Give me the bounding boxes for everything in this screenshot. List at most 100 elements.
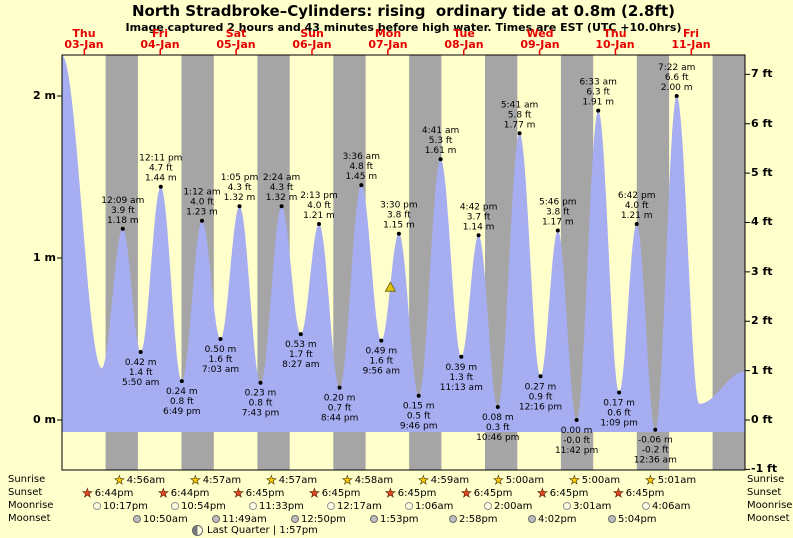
high-tide-annotation: 12:11 pm 4.7 ft 1.44 m [139,154,182,184]
sunset-star-icon: ★ [537,486,548,500]
moonset-entry: 1:53pm [370,513,419,525]
sunrise-entry: ★ 5:00am [569,474,621,487]
sunset-row-label-right: Sunset [747,487,782,498]
tide-extreme-dot [476,233,481,238]
high-tide-annotation: 6:33 am 6.3 ft 1.91 m [580,78,617,108]
day-label: Tue 08-Jan [444,27,484,51]
astro-time: 6:45pm [625,487,665,499]
astro-time: 5:00am [505,474,545,486]
low-tide-annotation: 0.20 m 0.7 ft 8:44 pm [321,394,359,424]
astro-time: 4:56am [126,474,166,486]
astro-time: 6:45pm [321,487,361,499]
sunset-star-icon: ★ [385,486,396,500]
moonset-row-label-left: Moonset [8,513,51,524]
moonset-circle-icon [133,515,141,523]
moonset-circle-icon [212,515,220,523]
high-tide-annotation: 6:42 pm 4.0 ft 1.21 m [618,191,656,221]
high-tide-annotation: 4:41 am 5.3 ft 1.61 m [422,126,459,156]
moonrise-circle-icon [563,502,571,510]
page-title: North Stradbroke–Cylinders: rising ordin… [131,2,676,20]
sunrise-entry: ★ 4:57am [190,474,241,487]
moonset-circle-icon [528,515,536,523]
day-label: Thu 03-Jan [64,27,104,51]
sunset-star-icon: ★ [309,486,320,500]
tide-extreme-dot [617,390,622,395]
right-axis-label: 1 ft [751,364,773,377]
astro-time: 4:59am [430,474,470,486]
moonrise-entry: 11:33pm [249,500,304,512]
moonrise-entry: 3:01am [563,500,611,512]
astro-time: 10:54pm [181,500,226,512]
high-tide-annotation: 4:42 pm 3.7 ft 1.14 m [460,202,498,232]
low-tide-annotation: 0.42 m 1.4 ft 5:50 am [122,358,159,388]
high-tide-annotation: 1:05 pm 4.3 ft 1.32 m [221,173,259,203]
low-tide-annotation: 0.08 m 0.3 ft 10:46 pm [476,413,519,443]
sunrise-star-icon: ★ [645,473,656,487]
astro-time: 11:49am [222,513,267,525]
tide-extreme-dot [120,226,125,231]
sunrise-row-label-right: Sunrise [747,474,785,485]
tide-extreme-dot [674,94,679,98]
astro-time: 2:00am [494,500,533,512]
moonrise-circle-icon [93,502,101,510]
moonset-circle-icon [449,515,457,523]
sunrise-star-icon: ★ [114,473,125,487]
tide-extreme-dot [459,354,464,359]
astro-time: 5:04pm [618,513,657,525]
moonset-row-label-right: Moonset [747,513,790,524]
moonset-circle-icon [291,515,299,523]
current-tide-marker [384,281,397,292]
high-tide-annotation: 5:41 am 5.8 ft 1.77 m [501,100,538,130]
high-tide-annotation: 12:09 am 3.9 ft 1.18 m [101,196,144,226]
astro-time: 10:17pm [103,500,148,512]
low-tide-annotation: -0.06 m -0.2 ft 12:36 am [634,436,677,466]
astro-time: 4:57am [278,474,318,486]
moonset-entry: 12:50pm [291,513,346,525]
low-tide-annotation: 0.23 m 0.8 ft 7:43 pm [242,389,280,419]
high-tide-annotation: 2:24 am 4.3 ft 1.32 m [263,173,300,203]
left-axis-label: 2 m [33,89,56,102]
low-tide-annotation: 0.53 m 1.7 ft 8:27 am [282,340,319,370]
sunset-entry: ★ 6:44pm [82,486,134,500]
sunrise-star-icon: ★ [418,473,429,487]
day-label: Sat 05-Jan [216,27,256,51]
moonset-circle-icon [370,515,378,523]
moonrise-row-label-left: Moonrise [8,500,54,511]
moonrise-circle-icon [484,502,492,510]
astro-time: 2:58pm [459,513,498,525]
moonrise-circle-icon [405,502,413,510]
day-label: Fri 11-Jan [671,27,711,51]
astro-time: 4:06am [652,500,691,512]
sunset-star-icon: ★ [82,486,93,500]
low-tide-annotation: 0.50 m 1.6 ft 7:03 am [202,345,239,375]
tide-extreme-dot [258,380,263,385]
tide-area [62,55,745,432]
moonrise-circle-icon [642,502,650,510]
moonrise-entry: 12:17am [327,500,382,512]
sunrise-star-icon: ★ [266,473,277,487]
left-axis-label: 1 m [33,251,56,264]
astro-time: 6:44pm [170,487,210,499]
moonrise-circle-icon [249,502,257,510]
tide-extreme-dot [317,222,321,226]
sunrise-entry: ★ 4:56am [114,473,166,487]
sunset-entry: ★ 6:45pm [537,486,589,500]
low-tide-annotation: 0.00 m -0.0 ft 11:42 pm [555,426,598,456]
tide-extreme-dot [416,393,421,398]
right-axis-label: 6 ft [751,117,773,130]
moonrise-entry: 1:06am [405,500,453,512]
astro-time: 6:45pm [397,487,437,499]
right-axis-label: 7 ft [751,67,773,80]
day-label: Wed 09-Jan [520,27,560,51]
tide-extreme-dot [237,204,242,209]
astro-time: 1:06am [415,500,454,512]
high-tide-annotation: 3:30 pm 3.8 ft 1.15 m [380,201,418,231]
tide-extreme-dot [538,374,543,379]
sunset-entry: ★ 6:45pm [613,487,665,500]
tide-extreme-dot [179,379,184,384]
tide-extreme-dot [517,131,522,136]
astro-time: 5:00am [581,474,621,486]
moonset-entry: 11:49am [212,513,267,525]
